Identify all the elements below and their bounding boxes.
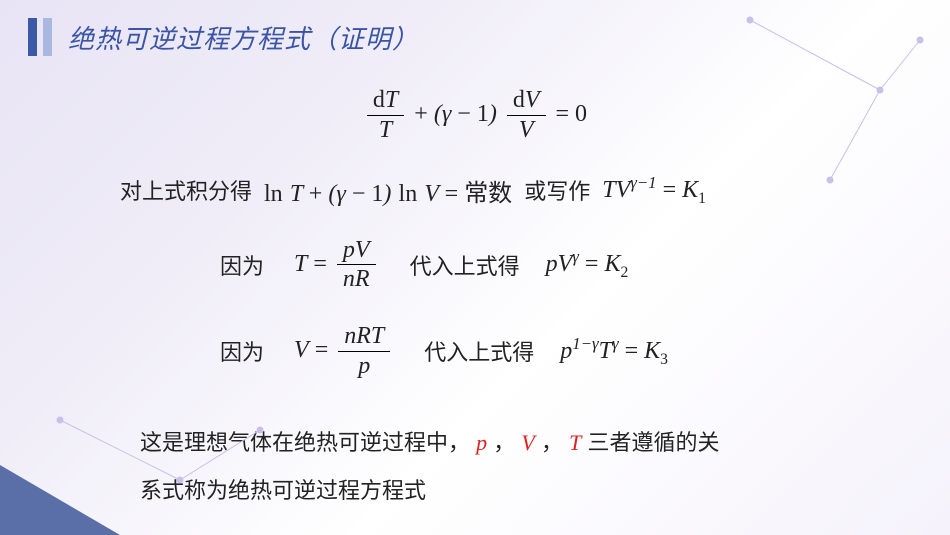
slide-header: 绝热可逆过程方程式（证明） — [0, 0, 950, 56]
label-sub-get-1: 代入上式得 — [410, 249, 520, 281]
row-integration: 对上式积分得 lnT + (γ − 1)lnV = 常数 或写作 TVγ−1 =… — [80, 173, 870, 208]
equation-differential: dT T + (γ − 1) dV V = 0 — [80, 86, 870, 145]
var-p: p — [476, 430, 487, 455]
slide-title: 绝热可逆过程方程式（证明） — [68, 19, 419, 56]
label-because-1: 因为 — [220, 249, 264, 281]
label-integrate: 对上式积分得 — [120, 174, 252, 206]
row-substitute-V: 因为 V = nRT p 代入上式得 p1−γTγ = K3 — [80, 322, 870, 381]
corner-triangle — [0, 465, 120, 535]
var-V: V — [521, 430, 534, 455]
slide-content: dT T + (γ − 1) dV V = 0 对上式积分得 lnT + (γ … — [0, 56, 950, 516]
label-or-write: 或写作 — [524, 174, 590, 206]
header-bar-dark — [28, 18, 37, 56]
header-bar-light — [43, 18, 52, 56]
row-substitute-T: 因为 T = pV nR 代入上式得 pVγ = K2 — [80, 236, 870, 295]
label-sub-get-2: 代入上式得 — [424, 335, 534, 367]
conclusion-text: 这是理想气体在绝热可逆过程中， p ， V ， T 三者遵循的关 系式称为绝热可… — [80, 409, 870, 516]
var-T: T — [569, 430, 581, 455]
label-because-2: 因为 — [220, 335, 264, 367]
